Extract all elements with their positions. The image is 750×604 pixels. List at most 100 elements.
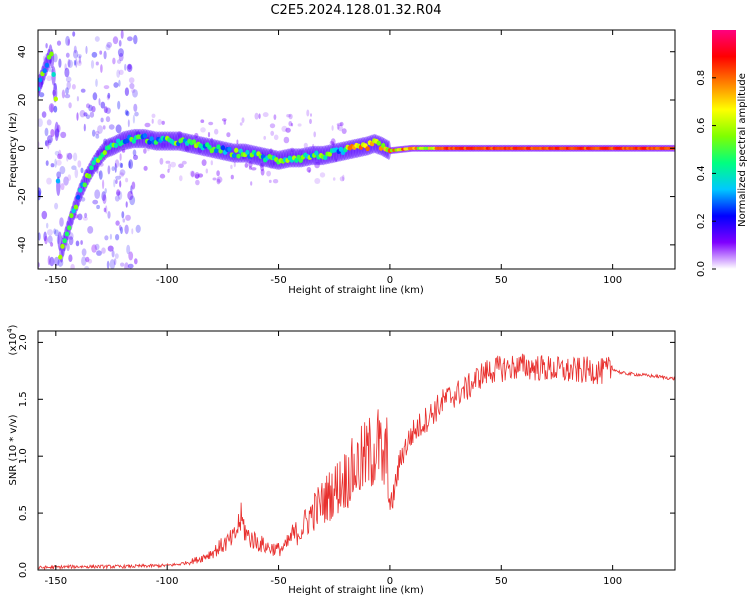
spectrogram-noise-mark (109, 233, 112, 240)
spectrogram-noise-mark (205, 168, 208, 174)
spectrogram-noise-mark (184, 146, 190, 152)
spectrogram-ridge-mark (236, 153, 241, 159)
spectrogram-noise-mark (43, 231, 47, 242)
spectrogram-noise-mark (51, 68, 54, 73)
spectrogram-noise-mark (45, 43, 48, 49)
spectrogram-noise-mark (127, 119, 130, 128)
spectrogram-noise-mark (77, 60, 82, 66)
spectrogram-noise-mark (223, 119, 227, 125)
spectrogram-noise-mark (306, 109, 310, 117)
spectrogram-ridge-mark (73, 204, 79, 210)
spectrogram-noise-mark (47, 235, 53, 244)
spectrogram-noise-mark (129, 83, 135, 89)
spectrogram-noise-mark (105, 116, 111, 123)
spectrogram-noise-mark (230, 174, 234, 180)
snr-y-tick-label: 0.5 (18, 505, 29, 521)
spectrogram-noise-mark (102, 194, 107, 205)
spectrogram-noise-mark (116, 69, 121, 78)
spectrogram-ridge-mark (60, 243, 65, 249)
spectrogram-noise-mark (46, 177, 52, 185)
spectrogram-noise-mark (59, 166, 66, 175)
snr-x-tick-label: -150 (44, 576, 67, 587)
spectrogram-noise-mark (38, 92, 45, 98)
spectrogram-noise-mark (273, 114, 277, 120)
spectrogram-noise-mark (281, 125, 288, 132)
spectrogram-noise-mark (118, 40, 122, 47)
spectrogram-noise-mark (260, 168, 265, 176)
spectrogram-noise-mark (144, 122, 151, 128)
spectrogram-noise-mark (111, 166, 115, 172)
spectrogram-noise-mark (288, 121, 293, 127)
snr-y-tick-label: 0.0 (18, 562, 29, 578)
spectrogram-noise-mark (76, 96, 79, 102)
spectrogram-noise-mark (339, 121, 344, 127)
spectrogram-noise-mark (143, 165, 148, 171)
spectrogram-noise-mark (126, 36, 133, 42)
snr-x-tick-label: -100 (156, 576, 179, 587)
spectrogram-panel: -150 -100 -50 0 50 100 -40 -20 0 20 40 Height of … (8, 29, 676, 296)
spectrogram-noise-mark (73, 152, 78, 162)
spectrogram-ridge-mark (75, 194, 81, 200)
spectrogram-noise-mark (73, 214, 79, 219)
spectrogram-noise-mark (103, 138, 108, 145)
spectrogram-noise-mark (65, 76, 72, 83)
spectrogram-noise-mark (133, 103, 138, 112)
spectrogram-noise-mark (236, 139, 239, 145)
spectrogram-noise-mark (230, 164, 233, 170)
spectrogram-noise-mark (113, 82, 119, 88)
spectrogram-noise-mark (119, 162, 123, 168)
spectrogram-noise-mark (53, 82, 58, 91)
spectrogram-ridge-mark (49, 51, 54, 57)
spectrogram-noise-mark (319, 172, 326, 178)
spectrogram-noise-mark (131, 88, 136, 93)
spectrogram-noise-mark (61, 89, 65, 99)
spectrogram-noise-mark (92, 129, 96, 137)
spectrogram-noise-mark (115, 234, 120, 241)
spectrogram-noise-mark (126, 244, 131, 255)
spectrogram-y-tick-label: 0 (17, 145, 28, 151)
spectrogram-noise-mark (54, 158, 57, 168)
spectrogram-y-tick-label: -20 (17, 188, 28, 204)
spectrogram-noise-mark (38, 187, 42, 197)
spectrogram-noise-mark (52, 53, 58, 63)
spectrogram-ridge-mark (78, 187, 83, 193)
snr-x-tick-label: 100 (603, 576, 622, 587)
spectrogram-noise-mark (314, 178, 321, 184)
spectrogram-noise-mark (46, 75, 52, 82)
spectrogram-noise-mark (331, 125, 334, 131)
spectrogram-noise-mark (120, 262, 125, 267)
spectrogram-noise-mark (146, 144, 151, 152)
spectrogram-noise-mark (260, 164, 265, 172)
spectrogram-y-ticks: -40 -20 0 20 40 (17, 45, 675, 253)
spectrogram-noise-mark (170, 161, 177, 168)
spectrogram-noise-mark (44, 235, 48, 245)
spectrogram-ridge-mark (42, 68, 47, 74)
spectrogram-noise-mark (60, 235, 66, 240)
spectrogram-noise-mark (212, 177, 217, 181)
spectrogram-noise-mark (336, 124, 340, 130)
spectrogram-ridge-mark (102, 150, 108, 156)
spectrogram-noise-mark (310, 113, 312, 117)
spectrogram-noise-mark (96, 149, 100, 156)
spectrogram-noise-mark (95, 78, 98, 87)
spectrogram-noise-mark (83, 112, 88, 117)
spectrogram-noise-mark (151, 118, 154, 124)
spectrogram-noise-mark (130, 185, 133, 195)
spectrogram-noise-mark (92, 92, 98, 101)
snr-x-tick-label: 0 (387, 576, 393, 587)
spectrogram-x-tick-label: 0 (387, 275, 393, 286)
spectrogram-noise-mark (44, 127, 49, 137)
spectrogram-y-axis-label: Frequency (Hz) (8, 112, 19, 188)
spectrogram-noise-mark (317, 160, 322, 166)
spectrogram-noise-mark (66, 81, 71, 90)
spectrogram-noise-mark (263, 135, 267, 140)
spectrogram-noise-mark (66, 152, 69, 162)
spectrogram-noise-mark (65, 87, 69, 95)
spectrogram-noise-mark (103, 50, 107, 60)
spectrogram-noise-mark (190, 171, 195, 178)
spectrogram-noise-mark (99, 50, 103, 55)
spectrogram-noise-mark (331, 142, 335, 149)
spectrogram-noise-mark (56, 124, 61, 133)
spectrogram-noise-mark (221, 118, 227, 122)
spectrogram-noise-mark (46, 222, 49, 229)
